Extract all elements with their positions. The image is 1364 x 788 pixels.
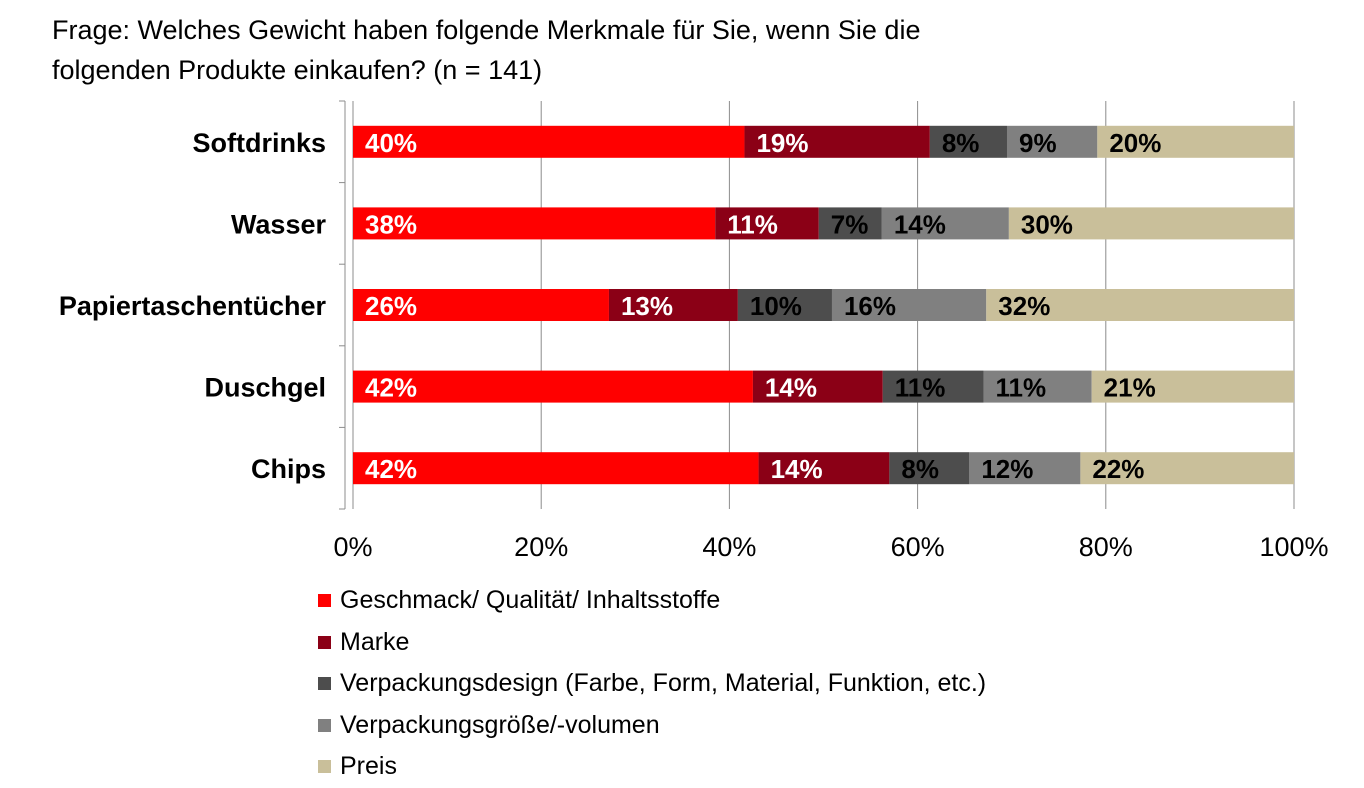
data-label: 19% [756,128,808,158]
bar-segment [818,207,882,240]
bar-segment [1097,125,1294,158]
bar-segment [353,125,745,158]
x-tick-label: 60% [891,532,945,562]
bar-segment [752,370,883,403]
data-label: 42% [365,454,417,484]
category-label: Softdrinks [192,128,326,158]
bar-segment [882,370,984,403]
legend-label: Preis [340,752,397,781]
data-label: 22% [1092,454,1144,484]
chart-title-line-2: folgenden Produkte einkaufen? (n = 141) [52,55,543,85]
x-tick-label: 0% [333,532,372,562]
data-label: 11% [895,373,946,403]
data-label: 11% [995,373,1046,403]
data-label: 38% [365,209,417,239]
bar-segment [758,452,890,485]
data-label: 21% [1104,373,1156,403]
data-label: 42% [365,373,417,403]
category-label: Wasser [231,209,327,239]
chart-title-line-1: Frage: Welches Gewicht haben folgende Me… [52,15,921,45]
chart-title: Frage: Welches Gewicht haben folgende Me… [52,10,1152,90]
data-label: 7% [831,209,869,239]
bar-segment [737,289,832,321]
data-label: 12% [981,454,1033,484]
category-label: Papiertaschentücher [59,291,327,321]
data-label: 10% [750,291,802,321]
data-label: 20% [1109,128,1161,158]
legend-label: Verpackungsdesign (Farbe, Form, Material… [340,669,987,698]
legend-swatch [318,760,331,774]
legend-swatch [318,594,331,608]
bar-segment [1006,125,1098,158]
data-label: 14% [771,454,823,484]
legend-item: Preis [318,746,986,788]
data-label: 40% [365,128,417,158]
category-label: Chips [251,454,326,484]
bar-segment [608,289,738,321]
bar-segment [715,207,819,240]
x-tick-label: 40% [702,532,756,562]
data-label: 8% [901,454,939,484]
data-label: 16% [844,291,896,321]
data-label: 32% [998,291,1050,321]
data-label: 26% [365,291,417,321]
data-label: 14% [765,373,817,403]
bar-segment [353,452,759,485]
data-label: 13% [621,291,673,321]
bar-segment [1080,452,1294,485]
legend-item: Geschmack/ Qualität/ Inhaltsstoffe [318,580,986,622]
data-label: 14% [894,209,946,239]
bar-segment [889,452,970,485]
data-label: 30% [1021,209,1073,239]
x-tick-label: 20% [514,532,568,562]
bar-segment [831,289,987,321]
category-label: Duschgel [204,373,326,403]
legend-swatch [318,677,331,691]
bar-segment [969,452,1081,485]
bar-segment [1008,207,1294,240]
x-tick-label: 80% [1079,532,1133,562]
legend-item: Verpackungsdesign (Farbe, Form, Material… [318,663,986,705]
legend-swatch [318,635,331,649]
legend-label: Geschmack/ Qualität/ Inhaltsstoffe [340,586,721,615]
bar-segment [353,289,609,321]
bar-segment [1091,370,1294,403]
bar-segment [929,125,1007,158]
legend-label: Marke [340,627,410,656]
chart-legend: Geschmack/ Qualität/ Inhaltsstoffe Marke V… [318,580,986,788]
legend-item: Verpackungsgröße/-volumen [318,705,986,747]
legend-item: Marke [318,622,986,664]
bar-segment [744,125,930,158]
data-label: 11% [727,209,778,239]
legend-swatch [318,718,331,732]
legend-label: Verpackungsgröße/-volumen [340,710,660,739]
data-label: 8% [942,128,980,158]
bar-segment [353,207,716,240]
bar-segment [881,207,1009,240]
data-label: 9% [1019,128,1057,158]
x-tick-label: 100% [1259,532,1328,562]
bar-segment [986,289,1294,321]
bar-segment [983,370,1092,403]
bar-segment [353,370,753,403]
